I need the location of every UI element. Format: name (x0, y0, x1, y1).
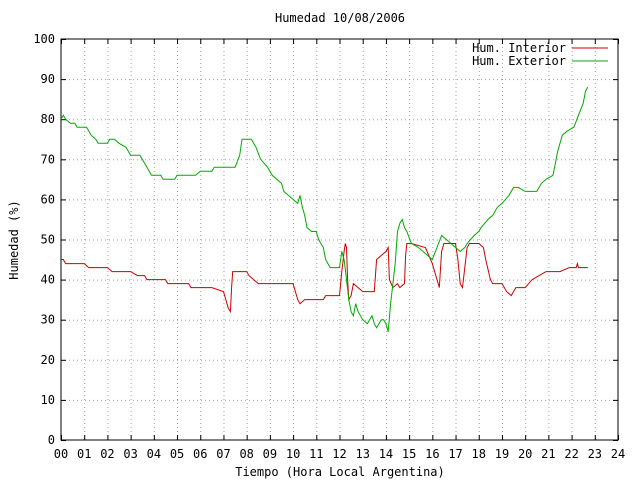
series-line-exterior (60, 86, 589, 332)
x-tick-label: 17 (448, 447, 462, 461)
x-tick-label: 15 (402, 447, 416, 461)
x-tick-label: 01 (77, 447, 91, 461)
x-tick-label: 07 (216, 447, 230, 461)
y-tick-label: 70 (41, 152, 55, 166)
legend-label-exterior: Hum. Exterior (472, 54, 566, 68)
y-tick-label: 60 (41, 192, 55, 206)
x-tick-label: 04 (147, 447, 161, 461)
x-tick-label: 10 (286, 447, 300, 461)
x-tick-label: 14 (379, 447, 393, 461)
x-tick-label: 11 (309, 447, 323, 461)
x-tick-label: 06 (193, 447, 207, 461)
series-lines (60, 86, 589, 332)
legend: Hum. Interior Hum. Exterior (472, 41, 608, 68)
x-axis-label: Tiempo (Hora Local Argentina) (235, 465, 445, 479)
y-tick-label: 50 (41, 233, 55, 247)
x-tick-label: 12 (332, 447, 346, 461)
x-tick-label: 08 (239, 447, 253, 461)
grid-lines (61, 39, 618, 440)
x-tick-label: 02 (100, 447, 114, 461)
legend-label-interior: Hum. Interior (472, 41, 566, 55)
y-tick-label: 80 (41, 112, 55, 126)
y-tick-label: 90 (41, 72, 55, 86)
x-tick-label: 03 (123, 447, 137, 461)
x-tick-label: 24 (611, 447, 625, 461)
x-tick-label: 16 (425, 447, 439, 461)
x-tick-label: 05 (170, 447, 184, 461)
x-tick-label: 20 (518, 447, 532, 461)
x-tick-label: 22 (564, 447, 578, 461)
y-tick-labels: 0 10 20 30 40 50 60 70 80 90 100 (33, 32, 55, 447)
axis-ticks (61, 39, 619, 441)
x-tick-label: 21 (541, 447, 555, 461)
y-axis-label: Humedad (%) (7, 200, 21, 279)
x-tick-labels: 00 01 02 03 04 05 06 07 08 09 10 11 12 13 14 15 16 17 18 19… (54, 447, 625, 461)
y-tick-label: 10 (41, 393, 55, 407)
y-tick-label: 0 (48, 433, 55, 447)
y-tick-label: 20 (41, 353, 55, 367)
series-line-interior (61, 243, 588, 314)
y-tick-label: 40 (41, 273, 55, 287)
x-tick-label: 18 (472, 447, 486, 461)
chart-title: Humedad 10/08/2006 (275, 11, 405, 25)
x-tick-label: 19 (495, 447, 509, 461)
x-tick-label: 00 (54, 447, 68, 461)
x-tick-label: 23 (588, 447, 602, 461)
x-tick-label: 09 (263, 447, 277, 461)
y-tick-label: 30 (41, 313, 55, 327)
x-tick-label: 13 (355, 447, 369, 461)
y-tick-label: 100 (33, 32, 55, 46)
